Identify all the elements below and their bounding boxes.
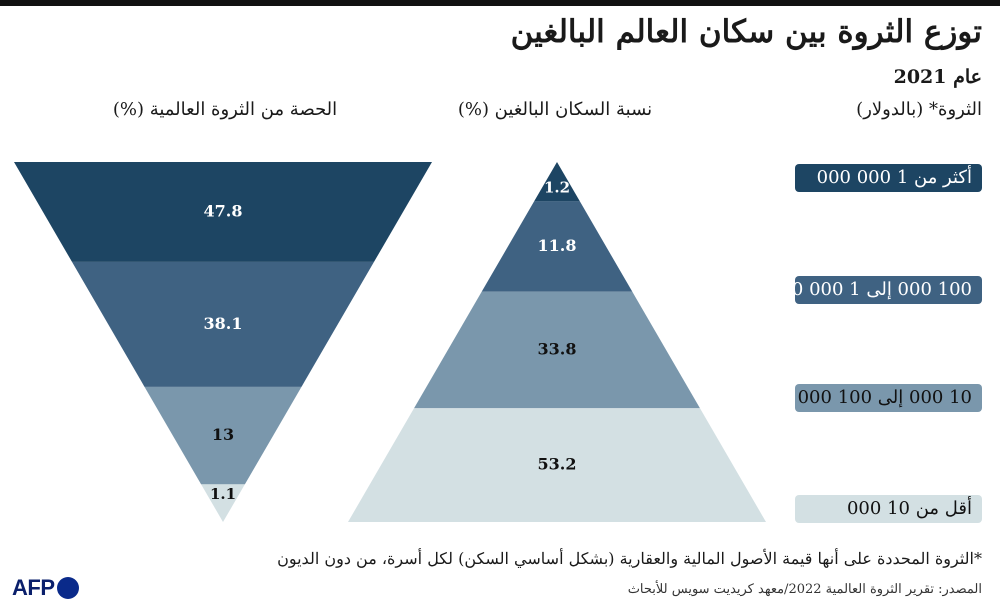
population-column-header: نسبة السكان البالغين (%) [457, 99, 653, 120]
afp-logo-text: AFP [12, 575, 55, 600]
pyramid-value-label: 53.2 [538, 455, 577, 474]
chart-title: توزع الثروة بين سكان العالم البالغين [510, 14, 982, 50]
tier-label-under-10k: أقل من 10 000 [795, 495, 982, 523]
pyramid-segment [534, 162, 580, 202]
pyramid-value-label: 11.8 [538, 236, 577, 255]
tier-label-over-1m: أكثر من 1 000 000 [795, 164, 982, 192]
afp-logo-dot [56, 577, 79, 599]
pyramid-segment [481, 201, 633, 292]
pyramid-value-label: 1.2 [544, 178, 570, 196]
pyramid-segment [414, 291, 700, 409]
footnote: *الثروة المحددة على أنها قيمة الأصول الم… [277, 549, 982, 568]
inverted-pyramid-segment [144, 386, 302, 485]
inverted-pyramid-value-label: 47.8 [204, 201, 243, 220]
pyramid-value-label: 33.8 [538, 340, 577, 359]
inverted-pyramid-segment [71, 261, 375, 387]
inverted-pyramid-value-label: 13 [212, 425, 234, 444]
top-bar [0, 0, 1000, 6]
inverted-pyramid-value-label: 1.1 [210, 485, 236, 503]
inverted-pyramid-value-label: 38.1 [204, 314, 243, 333]
inverted-pyramid-segment [201, 484, 245, 522]
share-column-header: الحصة من الثروة العالمية (%) [112, 99, 338, 120]
tier-label-10k-100k: 10 000 إلى 100 000 [795, 384, 982, 412]
tier-label-100k-1m: 100 000 إلى 1 000 000 [769, 276, 982, 304]
wealth-column-header: الثروة* (بالدولار) [856, 99, 982, 120]
inverted-pyramid-segment [14, 162, 432, 262]
year-label: عام 2021 [893, 66, 982, 88]
pyramid-segment [348, 408, 766, 522]
afp-logo: AFP [12, 575, 79, 601]
source-note: المصدر: تقرير الثروة العالمية 2022/معهد … [627, 582, 982, 597]
